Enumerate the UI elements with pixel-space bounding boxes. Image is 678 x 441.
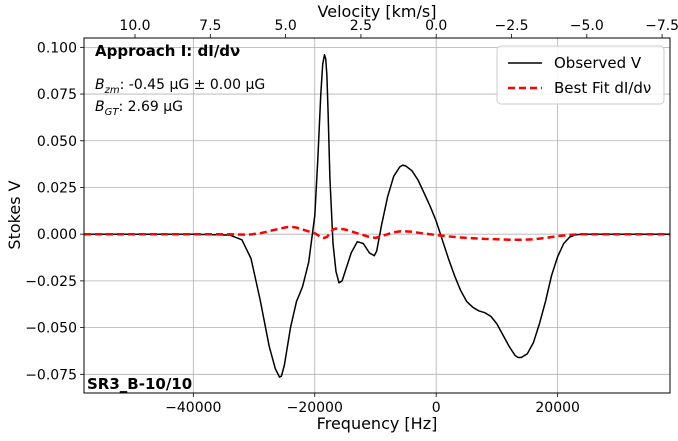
series-best-fit-line: [84, 225, 670, 242]
y-tick-label: −0.075: [25, 367, 77, 383]
y-tick-label: 0.025: [37, 180, 77, 196]
y-tick-label: 0.050: [37, 134, 77, 150]
top-tick-label: −2.5: [495, 18, 529, 34]
top-tick-label: 7.5: [199, 18, 221, 34]
bzm-subscript: zm: [104, 85, 120, 96]
axes: −40000 −20000 0 20000−0.075−0.050−0.0250.00…: [25, 18, 678, 416]
bzm-value: : -0.45 μG ± 0.00 μG: [120, 77, 266, 93]
y-tick-label: −0.025: [25, 274, 77, 290]
y-tick-label: 0.000: [37, 227, 77, 243]
series-layer: [84, 54, 670, 378]
top-tick-label: 2.5: [350, 18, 372, 34]
y-tick-label: −0.050: [25, 321, 77, 337]
top-tick-label: −7.5: [645, 18, 678, 34]
source-label: SR3_B-10/10: [87, 375, 192, 393]
y-tick-label: 0.100: [37, 40, 77, 56]
x-tick-label: −20000: [287, 400, 343, 416]
top-tick-label: −5.0: [570, 18, 604, 34]
legend: Observed V Best Fit dI/dν: [496, 45, 665, 105]
legend-box: [496, 45, 665, 105]
x-tick-label: 0: [432, 400, 441, 416]
x-tick-label: 20000: [535, 400, 580, 416]
x-axis-title: Frequency [Hz]: [317, 414, 438, 433]
bgt-subscript: GT: [105, 107, 120, 118]
x-tick-label: −40000: [165, 400, 221, 416]
bzm-annotation: Bzm: -0.45 μG ± 0.00 μG: [95, 77, 265, 96]
top-axis-title: Velocity [km/s]: [318, 2, 437, 21]
series-observed-line: [84, 54, 670, 378]
plot-frame: [83, 37, 671, 394]
top-tick-label: 0.0: [425, 18, 447, 34]
top-tick-label: 5.0: [274, 18, 296, 34]
bgt-symbol: B: [95, 99, 105, 115]
top-tick-label: 10.0: [119, 18, 150, 34]
y-tick-label: 0.075: [37, 87, 77, 103]
bgt-value: : 2.69 μG: [118, 99, 183, 115]
y-axis-title: Stokes V: [5, 180, 24, 249]
bgt-annotation: BGT: 2.69 μG: [95, 99, 183, 118]
approach-title: Approach I: dI/dν: [95, 42, 240, 60]
annotation-block: Approach I: dI/dν Bzm: -0.45 μG ± 0.00 μ…: [87, 42, 265, 393]
bzm-symbol: B: [95, 77, 105, 93]
legend-label-best-fit: Best Fit dI/dν: [554, 79, 651, 97]
legend-label-observed: Observed V: [554, 54, 642, 72]
